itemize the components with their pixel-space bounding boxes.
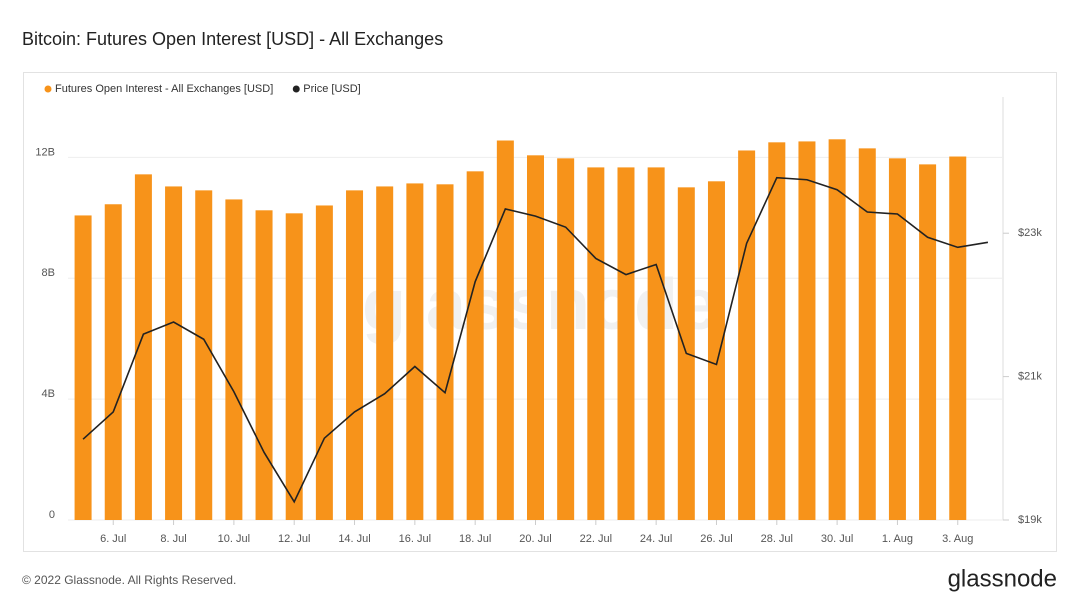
y2-tick-label: $23k bbox=[1018, 227, 1042, 239]
bar bbox=[798, 141, 816, 521]
bar bbox=[315, 205, 333, 520]
y-tick-label: 4B bbox=[42, 388, 55, 400]
bar bbox=[617, 167, 635, 520]
x-tick-label: 14. Jul bbox=[338, 533, 370, 545]
legend-marker bbox=[44, 85, 52, 93]
x-tick-label: 26. Jul bbox=[700, 533, 732, 545]
bar bbox=[376, 186, 394, 521]
x-tick-label: 16. Jul bbox=[399, 533, 431, 545]
bar bbox=[74, 215, 92, 520]
bar bbox=[285, 213, 303, 520]
bar bbox=[858, 148, 876, 520]
bar bbox=[919, 164, 937, 520]
logo: glassnode bbox=[948, 565, 1057, 592]
bar bbox=[255, 210, 273, 520]
x-tick-label: 18. Jul bbox=[459, 533, 491, 545]
legend-label: Futures Open Interest - All Exchanges [U… bbox=[55, 83, 273, 95]
chart-title: Bitcoin: Futures Open Interest [USD] - A… bbox=[22, 29, 443, 49]
legend-label: Price [USD] bbox=[303, 83, 360, 95]
legend-marker bbox=[292, 85, 300, 93]
price-line bbox=[82, 176, 989, 504]
x-tick-label: 6. Jul bbox=[100, 533, 126, 545]
x-tick-label: 28. Jul bbox=[761, 533, 793, 545]
bar bbox=[496, 140, 514, 520]
x-tick-label: 20. Jul bbox=[519, 533, 551, 545]
bar bbox=[738, 150, 756, 520]
footer: © 2022 Glassnode. All Rights Reserved. bbox=[22, 573, 236, 587]
chart-frame bbox=[23, 72, 1057, 552]
y-tick-label: 8B bbox=[42, 267, 55, 279]
y2-tick-label: $19k bbox=[1018, 514, 1042, 526]
y-tick-label: 0 bbox=[49, 509, 55, 521]
bar bbox=[557, 158, 575, 520]
x-tick-label: 10. Jul bbox=[218, 533, 250, 545]
x-tick-label: 24. Jul bbox=[640, 533, 672, 545]
bar bbox=[165, 186, 183, 521]
bar bbox=[707, 181, 725, 520]
x-tick-label: 22. Jul bbox=[580, 533, 612, 545]
bar bbox=[527, 155, 544, 520]
bar bbox=[195, 190, 213, 521]
bar bbox=[406, 183, 424, 521]
x-tick-label: 1. Aug bbox=[882, 533, 913, 545]
x-tick-label: 12. Jul bbox=[278, 533, 310, 545]
bar bbox=[768, 142, 786, 521]
bar bbox=[225, 199, 243, 520]
bar bbox=[888, 158, 906, 520]
x-tick-label: 30. Jul bbox=[821, 533, 853, 545]
bar bbox=[828, 139, 846, 521]
bar bbox=[436, 184, 454, 521]
x-tick-label: 3. Aug bbox=[942, 533, 973, 545]
bar bbox=[466, 171, 484, 520]
y2-tick-label: $21k bbox=[1018, 371, 1042, 383]
bar bbox=[104, 204, 122, 520]
x-tick-label: 8. Jul bbox=[160, 533, 186, 545]
bar bbox=[134, 174, 152, 520]
bar bbox=[647, 167, 665, 520]
bar bbox=[949, 156, 967, 520]
y-tick-label: 12B bbox=[35, 146, 55, 158]
bar bbox=[587, 167, 605, 520]
bar bbox=[346, 190, 364, 521]
